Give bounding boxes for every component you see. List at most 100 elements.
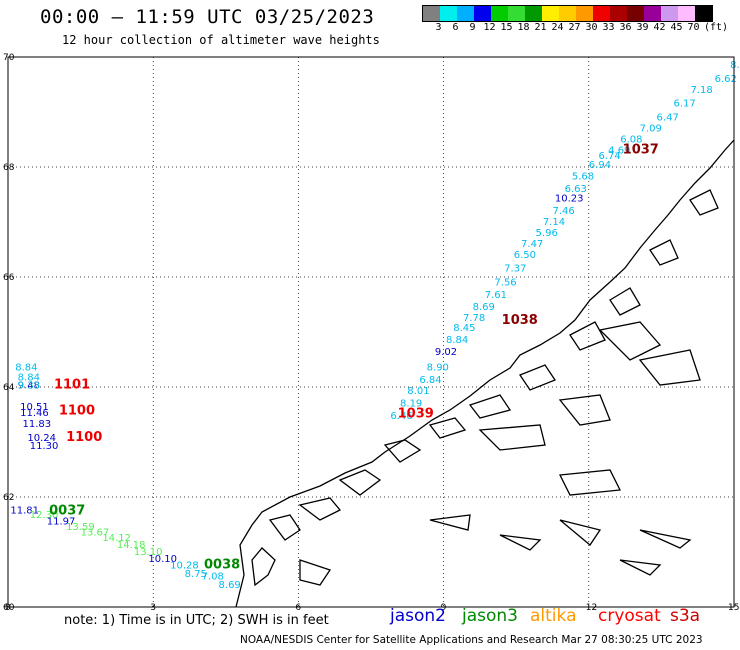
legend-jason3: jason3 (462, 606, 518, 626)
wave-height-value: 6.94 (589, 160, 611, 171)
legend-color-2 (457, 6, 474, 21)
wave-height-value: 9.33 (18, 381, 40, 392)
wave-height-value: 13.67 (81, 528, 110, 539)
coastline-island (638, 349, 701, 386)
legend-cryosat: cryosat (598, 606, 661, 626)
wave-height-value: 7.61 (485, 290, 507, 301)
wave-height-value: 7.56 (494, 277, 516, 288)
wave-height-value: 9.48 (18, 381, 40, 392)
wave-height-value: 13.10 (134, 547, 163, 558)
axis-ticks: 0 3 6 9 12 15 70 68 66 64 62 60 (3, 53, 739, 613)
coastline-main (235, 139, 735, 608)
legend-color-3 (474, 6, 491, 21)
coastline-island (569, 321, 606, 351)
wave-height-value: 7.09 (640, 123, 662, 134)
wave-height-value: 6.63 (565, 184, 587, 195)
wave-height-value: 8.84 (15, 363, 37, 374)
wave-height-value: 6.47 (657, 112, 679, 123)
norway-coastline (235, 139, 735, 608)
coastline-island (299, 559, 332, 586)
map-subtitle: 12 hour collection of altimeter wave hei… (62, 33, 380, 47)
wave-height-value: 5.96 (536, 228, 558, 239)
pass-time-value: 0037 (49, 504, 85, 519)
legend-label: 45 (670, 22, 683, 33)
legend-color-9 (576, 6, 593, 21)
coastline-island (689, 189, 719, 216)
legend-color-7 (542, 6, 559, 21)
pass-time-value: 0038 (204, 558, 240, 573)
legend-color-15 (678, 6, 695, 21)
wave-height-value: 7.47 (521, 239, 543, 250)
legend-label: 12 (483, 22, 496, 33)
legend-label: 70 (687, 22, 700, 33)
legend-label: 39 (636, 22, 649, 33)
y-tick-label: 66 (3, 273, 15, 283)
coastline-island (298, 497, 342, 521)
wave-height-value: 10.51 (20, 402, 49, 413)
x-tick-label: 9 (441, 603, 447, 613)
credit-line: NOAA/NESDIS Center for Satellite Applica… (240, 634, 703, 646)
wave-height-value: 9.02 (435, 347, 457, 358)
wave-height-value: 7.37 (504, 264, 526, 275)
wave-height-value: 6.74 (598, 151, 620, 162)
wave-height-value: 5.68 (572, 172, 594, 183)
wave-height-value: 7.08 (202, 572, 224, 583)
coastline-island (519, 364, 556, 391)
wave-height-value: 10.23 (555, 194, 584, 205)
legend-color-1 (440, 6, 457, 21)
map-title: 00:00 – 11:59 UTC 03/25/2023 (40, 6, 375, 28)
y-tick-label: 60 (3, 603, 15, 613)
y-tick-label: 70 (3, 53, 15, 63)
wave-height-value: 8.69 (473, 302, 495, 313)
wave-height-value: 11.97 (47, 517, 76, 528)
legend-label: 6 (452, 22, 459, 33)
legend-color-5 (508, 6, 525, 21)
legend-label: 9 (469, 22, 476, 33)
pass-time-value: 1100 (66, 430, 102, 445)
wave-height-value: 8.84 (446, 335, 468, 346)
wave-height-value: 6.50 (514, 250, 536, 261)
wave-height-value: 8.19 (400, 398, 422, 409)
wave-height-value: 13.59 (66, 522, 95, 533)
wave-height-value: 11.46 (20, 408, 49, 419)
coastline-island (558, 469, 622, 496)
legend-color-12 (627, 6, 644, 21)
coastline-island (559, 519, 602, 546)
legend-color-8 (559, 6, 576, 21)
wave-height-value: 7.18 (690, 85, 712, 96)
legend-label: 21 (534, 22, 547, 33)
wave-height-value: 8. (730, 60, 740, 71)
coastline-island (429, 514, 471, 531)
coastline-island (499, 534, 542, 551)
legend-color-10 (593, 6, 610, 21)
x-tick-label: 3 (150, 603, 156, 613)
legend-color-13 (644, 6, 661, 21)
legend-color-11 (610, 6, 627, 21)
map-frame (7, 56, 735, 608)
wave-height-value: 6.62 (715, 74, 737, 85)
legend-label: 42 (653, 22, 666, 33)
wave-height-value: 7.14 (543, 217, 565, 228)
legend-label: 3 (435, 22, 442, 33)
legend-unit: (ft) (704, 22, 729, 33)
coastline-island (478, 424, 546, 451)
legend-color-0 (423, 6, 440, 21)
legend-label: 36 (619, 22, 632, 33)
legend-color-4 (491, 6, 508, 21)
wave-height-value: 10.24 (27, 433, 56, 444)
wave-height-value: 8.75 (185, 569, 207, 580)
legend-jason2: jason2 (390, 606, 446, 626)
wave-height-value: 12.30 (30, 510, 59, 521)
coastline-island (468, 394, 512, 419)
wave-height-value: 6.17 (674, 99, 696, 110)
wave-height-value: 7.46 (553, 206, 575, 217)
wave-height-value: 8.69 (219, 580, 241, 591)
color-scale-labels: 3 6 9 12 15 18 21 24 27 30 33 36 39 42 45 70 (ft) (422, 22, 728, 33)
pass-time-value: 1039 (398, 406, 434, 421)
pass-time-value: 1101 (54, 378, 90, 393)
pass-time-value: 1037 (623, 142, 659, 157)
coastline-island (598, 321, 662, 361)
legend-label: 15 (500, 22, 513, 33)
wave-height-value: 8.45 (453, 323, 475, 334)
coastline-island (251, 547, 276, 587)
